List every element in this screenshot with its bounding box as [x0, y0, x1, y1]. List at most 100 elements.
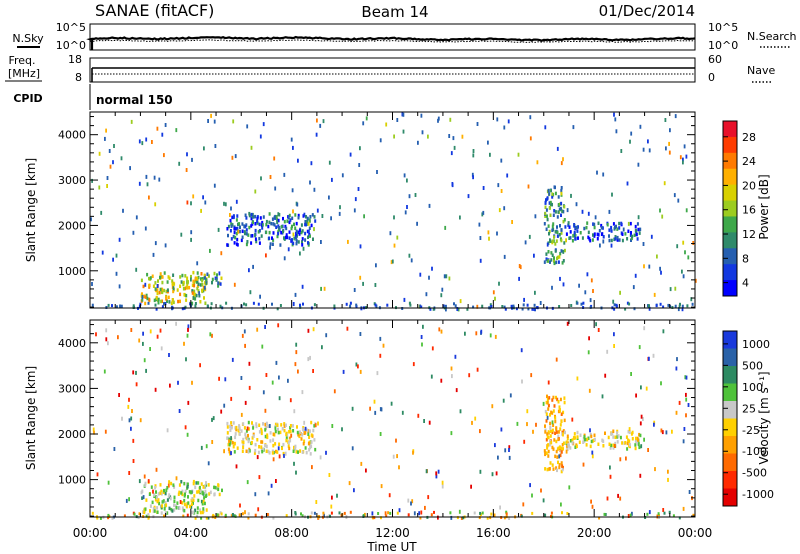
echo-cell — [197, 289, 200, 293]
near-range-cell — [659, 302, 662, 306]
noise-echo-cell — [243, 329, 246, 334]
noise-echo-cell — [304, 426, 307, 431]
echo-cell — [285, 432, 288, 437]
near-range-cell — [633, 307, 636, 311]
near-range-cell — [216, 513, 219, 517]
near-range-cell — [479, 511, 482, 515]
noise-echo-cell — [403, 297, 406, 302]
near-range-cell — [91, 303, 94, 307]
noise-echo-cell — [471, 172, 474, 177]
noise-echo-cell — [239, 503, 241, 508]
x-tick-label: 00:00 — [678, 526, 713, 540]
echo-cell — [260, 431, 263, 436]
echo-cell — [221, 488, 223, 493]
near-range-cell — [429, 307, 432, 311]
echo-cell — [272, 450, 275, 455]
noise-echo-cell — [476, 122, 479, 126]
echo-cell — [213, 485, 216, 490]
echo-cell — [549, 439, 552, 444]
echo-cell — [545, 412, 548, 416]
echo-cell — [626, 447, 629, 451]
noise-echo-cell — [481, 212, 484, 217]
noise-echo-cell — [390, 260, 393, 265]
echo-cell — [155, 490, 157, 494]
echo-cell — [549, 260, 551, 264]
echo-cell — [305, 450, 308, 455]
noise-echo-cell — [192, 194, 195, 199]
echo-cell — [616, 235, 619, 240]
noise-echo-cell — [428, 275, 430, 280]
noise-echo-cell — [207, 119, 209, 123]
echo-cell — [608, 234, 610, 238]
echo-cell — [628, 443, 631, 447]
colorbar-swatch — [723, 436, 737, 454]
noise-echo-cell — [640, 385, 642, 390]
echo-cell — [639, 227, 642, 232]
echo-cell — [621, 232, 624, 236]
noise-echo-cell — [244, 400, 247, 405]
power-echoes — [90, 112, 697, 312]
noise-echo-cell — [135, 215, 138, 220]
echo-cell — [261, 440, 264, 444]
echo-cell — [152, 509, 155, 513]
noise-echo-cell — [149, 347, 151, 351]
near-range-cell — [196, 514, 199, 518]
echo-cell — [180, 280, 183, 284]
near-range-cell — [322, 511, 325, 515]
echo-cell — [636, 222, 639, 226]
echo-cell — [550, 440, 553, 445]
noise-echo-cell — [249, 290, 252, 295]
noise-echo-cell — [211, 333, 213, 338]
echo-cell — [183, 498, 186, 503]
noise-echo-cell — [132, 370, 135, 375]
echo-cell — [245, 228, 248, 232]
noise-echo-cell — [503, 254, 506, 259]
echo-cell — [556, 230, 559, 235]
noise-echo-cell — [393, 243, 396, 248]
noise-echo-cell — [556, 146, 559, 151]
echo-cell — [310, 420, 313, 425]
noise-echo-cell — [596, 170, 598, 175]
echo-cell — [560, 238, 563, 243]
near-range-cell — [508, 517, 511, 520]
echo-cell — [282, 442, 285, 447]
noise-echo-cell — [202, 195, 204, 200]
near-range-cell — [299, 303, 301, 307]
echo-cell — [301, 240, 303, 244]
freq-panel-frame — [89, 57, 696, 83]
echo-cell — [551, 202, 553, 207]
echo-cell — [180, 491, 183, 495]
noise-echo-cell — [164, 123, 167, 127]
noise-echo-cell — [437, 515, 439, 520]
noise-echo-cell — [307, 357, 310, 362]
echo-cell — [618, 221, 621, 226]
noise-echo-cell — [278, 375, 280, 380]
echo-cell — [555, 426, 558, 430]
echo-cell — [149, 276, 152, 280]
noise-echo-cell — [105, 328, 108, 333]
noise-echo-cell — [630, 131, 633, 136]
echo-cell — [199, 300, 202, 304]
noise-echo-cell — [499, 505, 501, 510]
echo-cell — [153, 298, 156, 303]
echo-cell — [544, 211, 547, 216]
noise-echo-cell — [676, 357, 678, 362]
echo-cell — [554, 230, 557, 234]
echo-cell — [560, 213, 562, 217]
noise-echo-cell — [341, 427, 343, 432]
echo-cell — [233, 226, 236, 231]
echo-cell — [569, 439, 572, 443]
echo-cell — [545, 438, 548, 442]
colorbar-swatch — [723, 232, 737, 249]
echo-cell — [593, 437, 596, 442]
echo-cell — [149, 509, 151, 513]
echo-cell — [160, 511, 163, 515]
echo-cell — [559, 224, 561, 228]
echo-cell — [250, 216, 253, 221]
noise-echo-cell — [283, 172, 286, 177]
echo-cell — [560, 231, 563, 235]
echo-cell — [554, 242, 557, 246]
echo-cell — [573, 230, 576, 235]
echo-cell — [626, 441, 629, 446]
